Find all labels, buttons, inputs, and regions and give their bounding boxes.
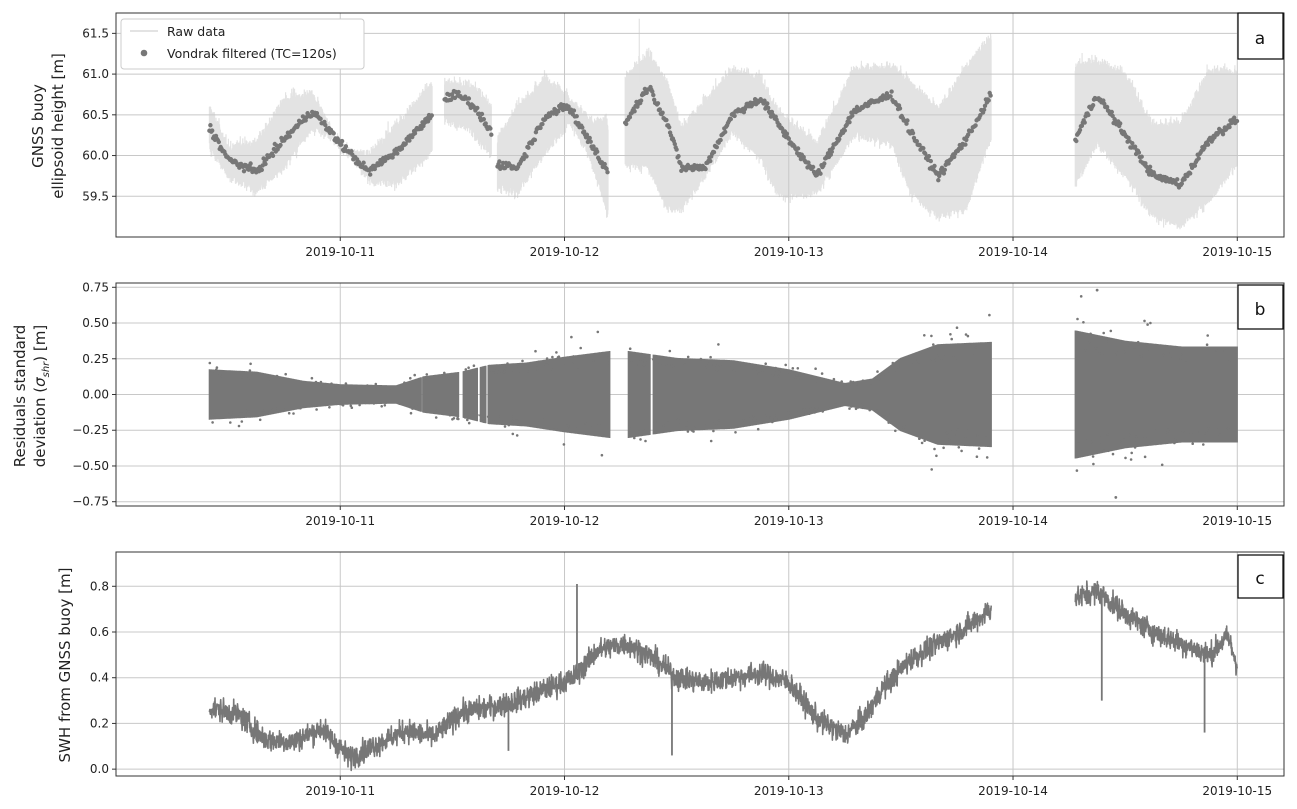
panel-tag-c-box: c bbox=[1237, 554, 1284, 599]
raw-data-band bbox=[624, 47, 734, 214]
x-tick-label: 2019-10-11 bbox=[305, 784, 375, 798]
ylabel-line-2: deviation (σshr) [m] bbox=[31, 325, 52, 467]
y-tick-label: 59.5 bbox=[82, 189, 109, 203]
plot-frame bbox=[115, 282, 1285, 507]
y-tick-label: −0.25 bbox=[72, 423, 109, 437]
residuals-dense bbox=[422, 372, 460, 417]
filtered-dots bbox=[394, 112, 434, 156]
axis-layer: 2019-10-11 2019-10-12 2019-10-13 2019-10-14… bbox=[72, 280, 1285, 528]
y-tick-label: −0.50 bbox=[72, 459, 109, 473]
filtered-dots-layer bbox=[207, 84, 1240, 190]
panel-tag-a: a bbox=[1255, 29, 1265, 49]
residuals-points bbox=[628, 347, 651, 443]
swh-line bbox=[208, 602, 992, 772]
residuals-scatter-layer bbox=[208, 288, 1238, 499]
x-tick-label: 2019-10-13 bbox=[754, 245, 824, 259]
y-tick-label: 0.8 bbox=[90, 579, 109, 593]
raw-data-band bbox=[496, 70, 570, 200]
filtered-dots bbox=[207, 109, 399, 177]
y-tick-label: 0.0 bbox=[90, 762, 109, 776]
y-tick-label: 0.00 bbox=[82, 388, 109, 402]
x-tick-label: 2019-10-12 bbox=[530, 245, 600, 259]
residuals-dense bbox=[627, 351, 651, 438]
x-tick-label: 2019-10-12 bbox=[530, 784, 600, 798]
filtered-dots bbox=[495, 102, 571, 172]
residual-outlier-max bbox=[1095, 288, 1099, 292]
y-tick-label: 0.75 bbox=[82, 280, 109, 294]
y-tick-label: 60.5 bbox=[82, 108, 109, 122]
panel-tag-c: c bbox=[1255, 569, 1264, 589]
y-tick-label: 0.2 bbox=[90, 716, 109, 730]
y-tick-label: 61.5 bbox=[82, 26, 109, 40]
x-tick-label: 2019-10-13 bbox=[754, 514, 824, 528]
y-tick-label: 0.6 bbox=[90, 625, 109, 639]
panel-c: 2019-10-11 2019-10-12 2019-10-13 2019-10-14… bbox=[56, 551, 1285, 798]
ylabel-line-1: SWH from GNSS buoy [m] bbox=[56, 568, 74, 763]
x-tick-label: 2019-10-13 bbox=[754, 784, 824, 798]
plot-frame bbox=[115, 12, 1285, 238]
legend-swatch-filtered bbox=[140, 49, 148, 57]
panel-tag-a-box: a bbox=[1237, 12, 1284, 60]
y-tick-label: 0.25 bbox=[82, 352, 109, 366]
filtered-dots bbox=[442, 88, 494, 137]
axis-layer: 2019-10-11 2019-10-12 2019-10-13 2019-10-14… bbox=[82, 12, 1285, 259]
panel-tag-b-box: b bbox=[1237, 284, 1284, 330]
x-tick-label: 2019-10-14 bbox=[978, 514, 1048, 528]
x-tick-label: 2019-10-15 bbox=[1202, 245, 1272, 259]
filtered-dots bbox=[1073, 95, 1240, 190]
x-tick-label: 2019-10-14 bbox=[978, 784, 1048, 798]
x-tick-label: 2019-10-11 bbox=[305, 514, 375, 528]
y-tick-label: 0.50 bbox=[82, 316, 109, 330]
residuals-dense bbox=[462, 367, 478, 422]
axis-layer: 2019-10-11 2019-10-12 2019-10-13 2019-10-14… bbox=[90, 551, 1285, 798]
y-tick-label: −0.75 bbox=[72, 495, 109, 509]
legend: Raw data Vondrak filtered (TC=120s) bbox=[120, 18, 365, 70]
residual-outlier-min bbox=[1114, 496, 1118, 499]
legend-label-raw: Raw data bbox=[167, 24, 225, 39]
x-tick-label: 2019-10-15 bbox=[1202, 784, 1272, 798]
panel-tag-b: b bbox=[1255, 300, 1266, 320]
raw-data-band bbox=[208, 87, 397, 197]
panel-b: 2019-10-11 2019-10-12 2019-10-13 2019-10-14… bbox=[11, 280, 1285, 528]
residuals-dense bbox=[1074, 330, 1238, 459]
residuals-dense bbox=[479, 365, 487, 424]
swh-line bbox=[1074, 580, 1239, 676]
plot-frame bbox=[115, 551, 1285, 777]
legend-label-filtered: Vondrak filtered (TC=120s) bbox=[167, 46, 337, 61]
panel-a: 2019-10-11 2019-10-12 2019-10-13 2019-10-14… bbox=[29, 12, 1285, 259]
legend-box bbox=[120, 18, 365, 70]
ylabel-line-2: ellipsoid height [m] bbox=[49, 53, 67, 199]
x-tick-label: 2019-10-14 bbox=[978, 245, 1048, 259]
filtered-dots bbox=[623, 84, 735, 174]
filtered-dots bbox=[567, 107, 610, 175]
residuals-points bbox=[479, 413, 486, 423]
grid-layer bbox=[116, 552, 1284, 776]
residuals-dense bbox=[652, 341, 992, 448]
residuals-points bbox=[463, 364, 479, 425]
y-tick-label: 0.4 bbox=[90, 671, 109, 685]
residuals-dense bbox=[208, 369, 422, 420]
filtered-dots bbox=[730, 89, 993, 183]
swh-line-layer bbox=[208, 580, 1239, 772]
y-tick-label: 61.0 bbox=[82, 67, 109, 81]
x-tick-label: 2019-10-15 bbox=[1202, 514, 1272, 528]
ylabel-line-1: Residuals standard bbox=[11, 325, 29, 467]
y-tick-label: 60.0 bbox=[82, 149, 109, 163]
residuals-dense bbox=[487, 351, 611, 438]
raw-data-band bbox=[732, 33, 992, 222]
x-tick-label: 2019-10-12 bbox=[530, 514, 600, 528]
x-tick-label: 2019-10-11 bbox=[305, 245, 375, 259]
ylabel-line-1: GNSS buoy bbox=[29, 84, 47, 168]
